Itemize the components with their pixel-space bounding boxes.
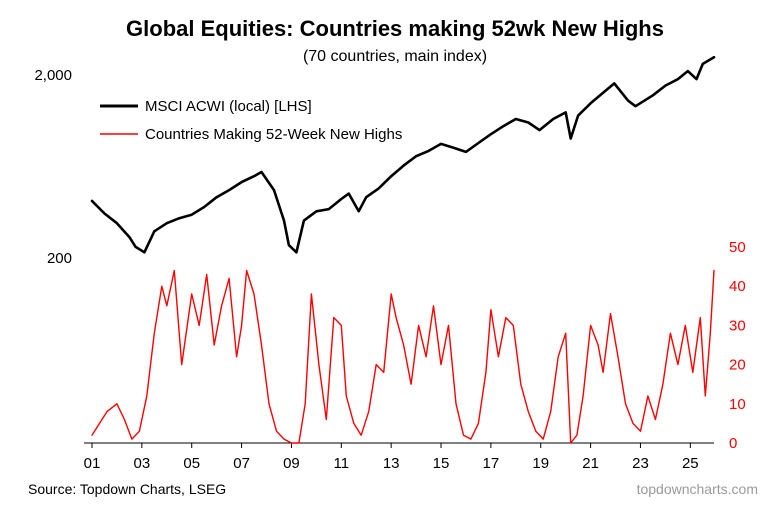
- series-line-new-highs: [91, 269, 715, 444]
- right-axis: 50 40 30 20 10 0: [729, 239, 746, 452]
- x-axis-tick-label: 15: [433, 455, 450, 472]
- x-axis-tick-label: 17: [483, 455, 500, 472]
- right-axis-tick-label: 20: [729, 357, 746, 374]
- x-axis-tick-label: 11: [334, 455, 350, 472]
- x-axis-tick-label: 07: [233, 455, 250, 472]
- chart-title: Global Equities: Countries making 52wk N…: [126, 16, 664, 41]
- x-axis-tick-label: 25: [682, 455, 699, 472]
- x-axis-tick-label: 03: [134, 455, 151, 472]
- x-axis-tick-label: 05: [183, 455, 200, 472]
- series-line-acwi: [90, 55, 716, 254]
- left-axis: 2,000 200: [34, 67, 72, 267]
- right-axis-tick-label: 10: [729, 396, 746, 413]
- right-axis-tick-label: 40: [729, 278, 746, 295]
- source-note: Source: Topdown Charts, LSEG: [28, 481, 226, 497]
- brand-watermark: topdowncharts.com: [637, 481, 758, 497]
- legend-label-new-highs: Countries Making 52-Week New Highs: [145, 126, 402, 143]
- x-axis-tick-label: 13: [383, 455, 400, 472]
- legend: MSCI ACWI (local) [LHS] Countries Making…: [100, 98, 402, 143]
- legend-label-acwi: MSCI ACWI (local) [LHS]: [145, 98, 312, 115]
- x-axis: 01 03 05 07 09 11 13 15 17 19 21 23 25: [84, 443, 699, 472]
- left-axis-tick-label: 2,000: [34, 67, 72, 84]
- right-axis-tick-label: 0: [729, 435, 737, 452]
- chart-subtitle: (70 countries, main index): [303, 48, 487, 65]
- x-axis-tick-label: 21: [582, 455, 599, 472]
- right-axis-tick-label: 50: [729, 239, 746, 256]
- x-axis-tick-label: 01: [84, 455, 101, 472]
- left-axis-tick-label: 200: [47, 250, 72, 267]
- right-axis-tick-label: 30: [729, 317, 746, 334]
- x-axis-tick-label: 09: [283, 455, 300, 472]
- series-layer: [90, 55, 716, 444]
- x-axis-tick-label: 19: [532, 455, 549, 472]
- x-axis-tick-label: 23: [632, 455, 649, 472]
